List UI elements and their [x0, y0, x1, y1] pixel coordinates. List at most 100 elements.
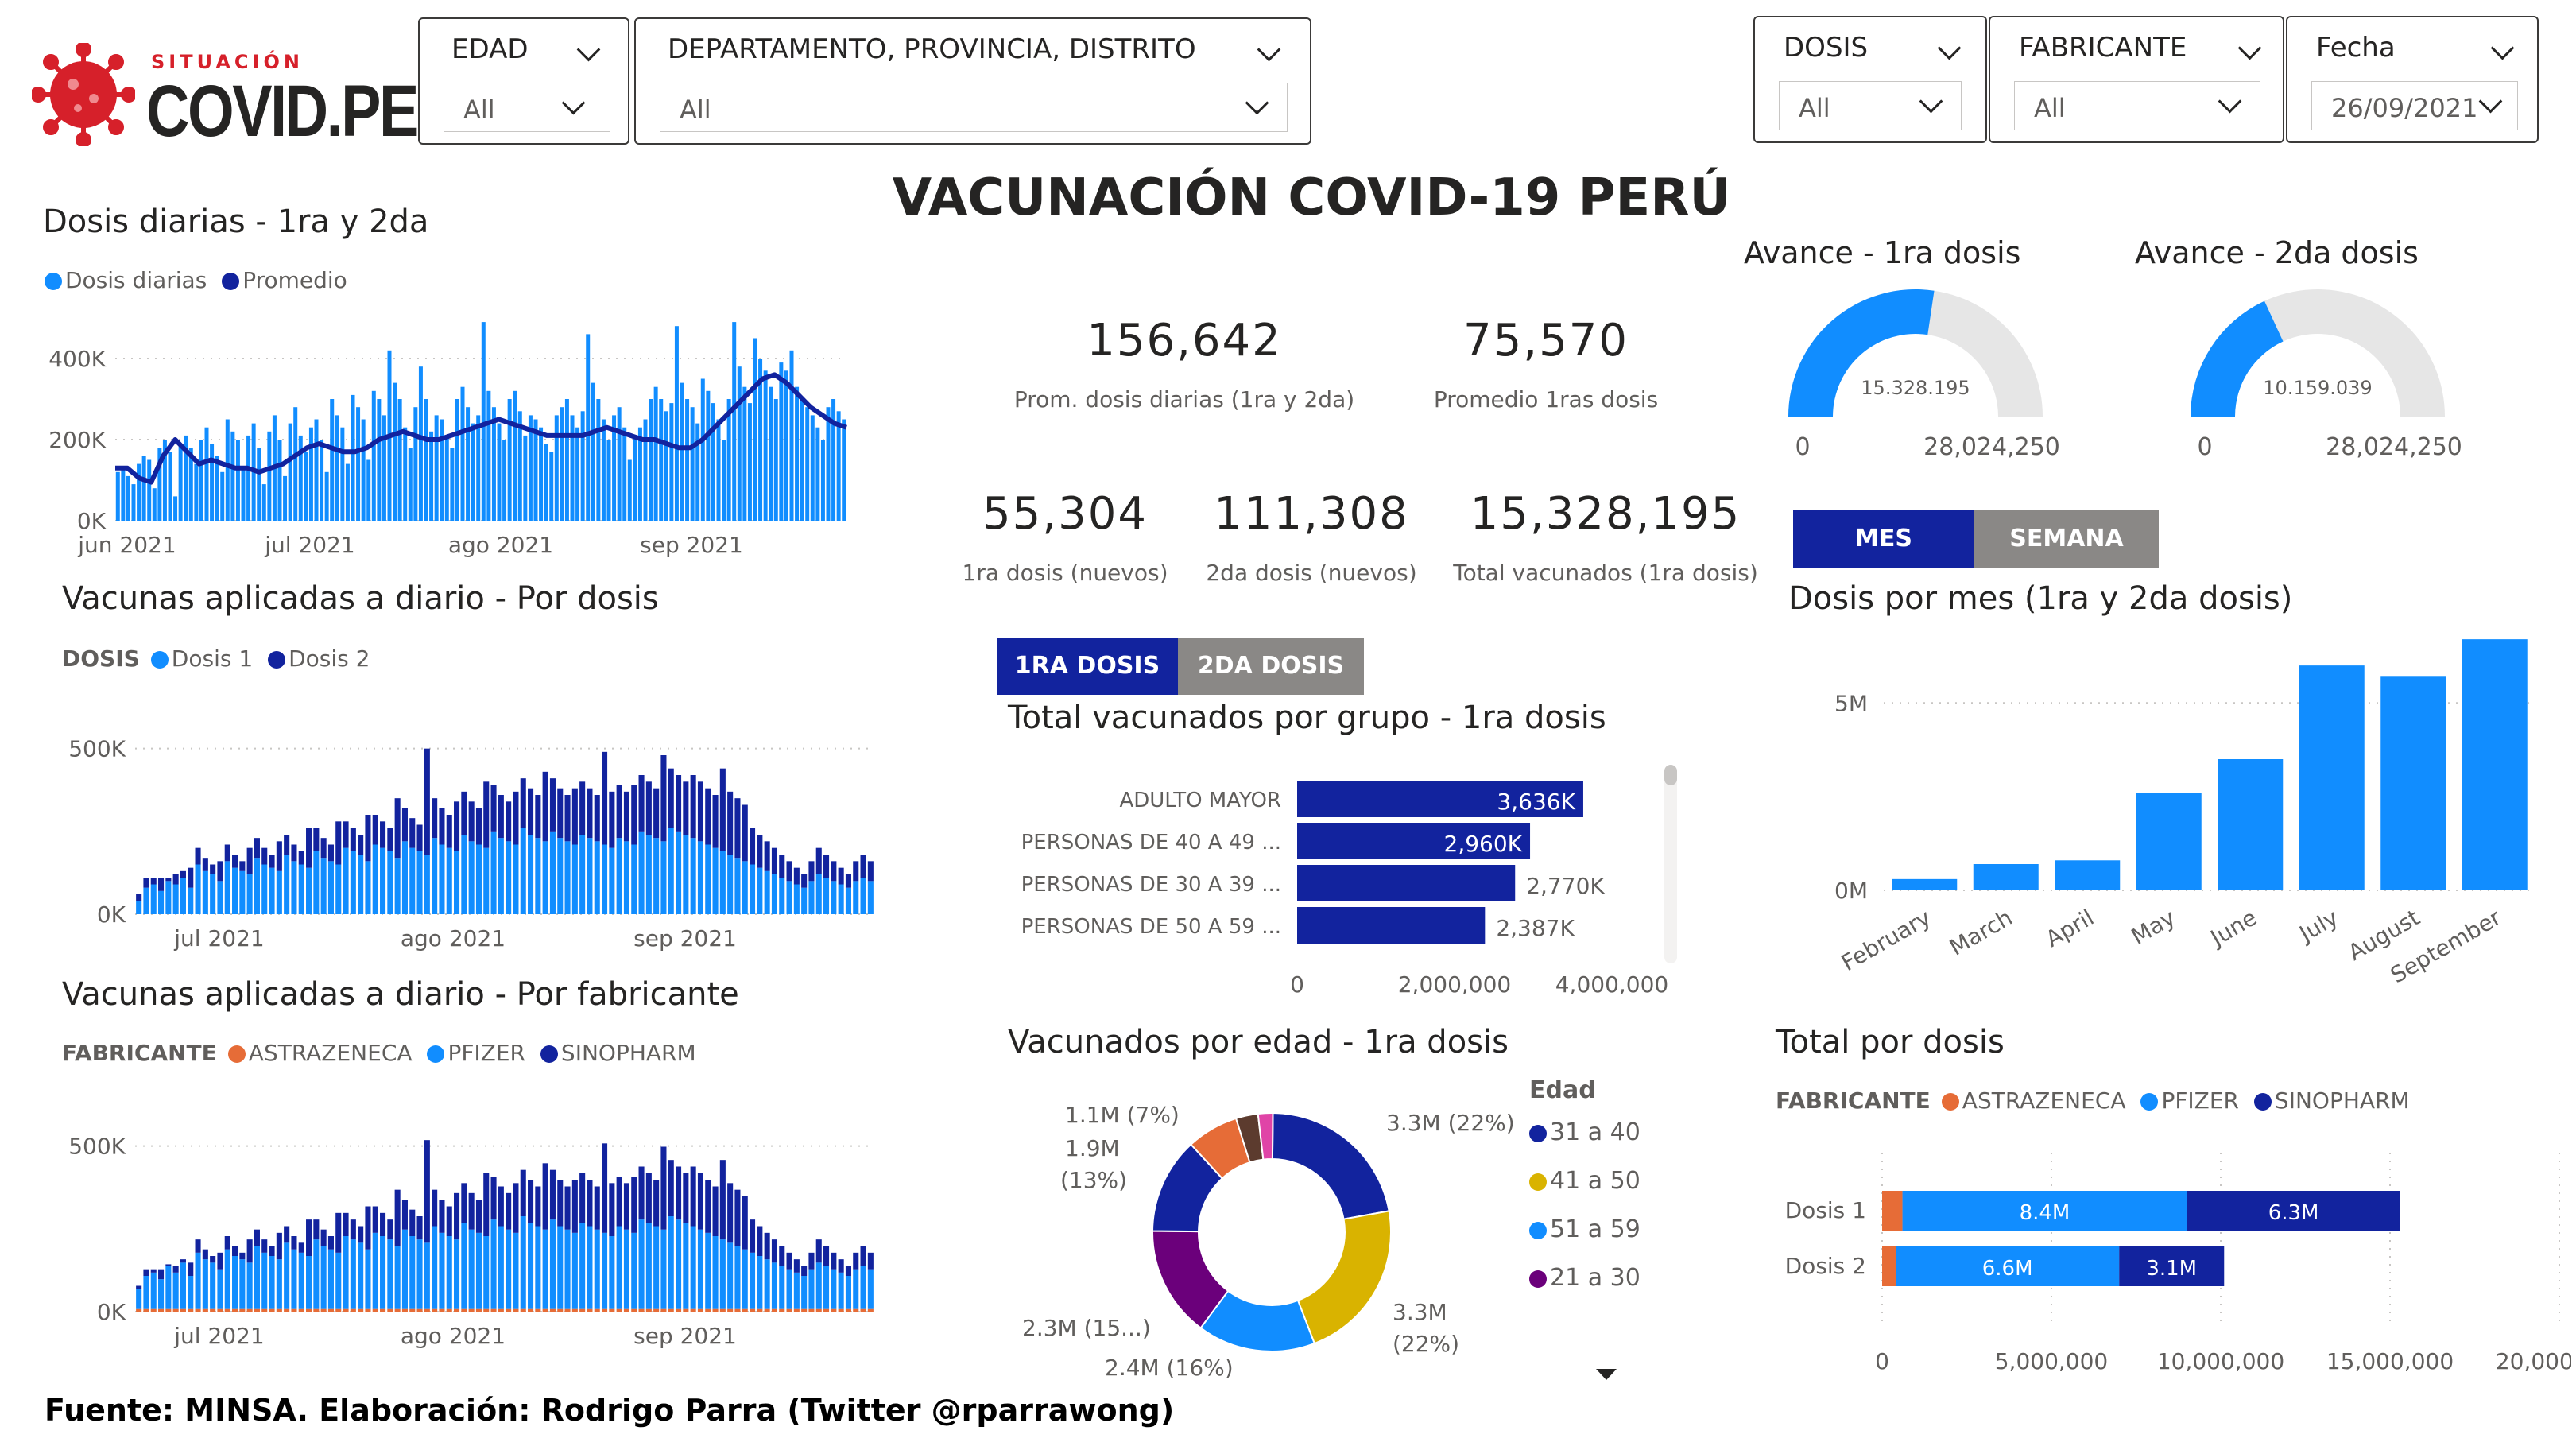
bar	[180, 870, 186, 878]
bar	[210, 1256, 216, 1263]
kpi-new-first-value: 55,304	[982, 488, 1148, 540]
bar	[602, 1232, 608, 1309]
bar	[168, 452, 172, 521]
legend-dot	[227, 1045, 246, 1063]
bar	[845, 1276, 851, 1309]
bar	[224, 844, 230, 862]
kpi-avg-first-value: 75,570	[1463, 315, 1629, 366]
bar	[564, 795, 571, 842]
bar	[490, 785, 497, 832]
bar	[246, 435, 251, 521]
bar	[705, 1308, 711, 1312]
legend-scroll-down-icon[interactable]	[1596, 1369, 1617, 1380]
legend-dot	[1529, 1173, 1547, 1191]
donut-label: (22%)	[1393, 1331, 1459, 1357]
dosis-slicer[interactable]: DOSIS All	[1753, 16, 1987, 143]
bar	[853, 1269, 859, 1309]
bar	[808, 861, 815, 882]
bar	[779, 855, 785, 878]
kpi-new-second-label: 2da dosis (nuevos)	[1206, 560, 1417, 586]
kpi-avg-first-label: Promedio 1ras dosis	[1433, 386, 1659, 413]
bar	[631, 1177, 637, 1233]
bar	[716, 419, 721, 521]
donut-slice	[1296, 1210, 1392, 1345]
bar	[742, 1308, 748, 1312]
bar	[750, 1308, 756, 1312]
bar	[719, 1239, 726, 1309]
x-tick-label: jun 2021	[77, 532, 176, 558]
bar	[645, 1223, 652, 1309]
bar	[660, 841, 667, 914]
bar	[409, 1308, 416, 1312]
bar	[350, 1308, 356, 1312]
fabricante-slicer[interactable]: FABRICANTE All	[1989, 16, 2284, 143]
bar	[335, 1212, 342, 1253]
bar	[549, 1169, 556, 1220]
scrollbar-thumb[interactable]	[1664, 765, 1677, 785]
bar	[719, 768, 726, 851]
bar	[506, 801, 512, 842]
chevron-down-icon[interactable]	[1257, 37, 1281, 62]
tab-2da-dosis[interactable]: 2DA DOSIS	[1178, 638, 1364, 695]
bar	[697, 1229, 703, 1309]
donut-label: 2.4M (16%)	[1105, 1355, 1234, 1381]
bar	[712, 1236, 719, 1309]
fecha-slicer[interactable]: Fecha 26/09/2021	[2286, 16, 2539, 143]
tab-semana[interactable]: SEMANA	[1974, 510, 2159, 568]
gauge-first-dose: 15.328.195 0 28,024,250	[1788, 289, 2059, 461]
bar	[668, 1216, 674, 1309]
chart-title-monthly: Dosis por mes (1ra y 2da dosis)	[1788, 580, 2293, 617]
chevron-down-icon[interactable]	[2490, 36, 2515, 60]
page-title: VACUNACIÓN COVID-19 PERÚ	[892, 169, 1731, 227]
bar	[815, 874, 822, 914]
bar	[365, 861, 371, 914]
bar	[327, 1308, 334, 1312]
bar	[257, 448, 261, 521]
bar	[165, 881, 172, 914]
location-dropdown[interactable]: All	[660, 83, 1288, 132]
bar	[513, 844, 519, 914]
data-label: 2,770K	[1526, 873, 1605, 899]
tab-mes[interactable]: MES	[1793, 510, 1974, 568]
fecha-value: 26/09/2021	[2331, 93, 2478, 123]
bar	[202, 858, 208, 871]
y-tick-label: 400K	[48, 346, 106, 372]
edad-slicer[interactable]: EDAD All	[418, 17, 629, 145]
legend-dot	[540, 1045, 558, 1063]
bar	[579, 781, 586, 835]
legend-label: 31 a 40	[1550, 1118, 1641, 1146]
data-label: 3,636K	[1497, 789, 1575, 815]
category-label: PERSONAS DE 30 A 39 ...	[1021, 873, 1281, 897]
legend-title: Edad	[1529, 1076, 1596, 1104]
bar	[261, 484, 266, 521]
bar	[579, 1173, 586, 1223]
bar	[365, 1249, 371, 1309]
fecha-dropdown[interactable]: 26/09/2021	[2311, 81, 2518, 130]
bar	[320, 1229, 327, 1246]
x-tick-label: 0	[1875, 1348, 1889, 1374]
bar	[587, 1308, 593, 1312]
bar	[481, 322, 486, 521]
bar	[564, 1308, 571, 1312]
bar	[719, 1160, 726, 1240]
bar	[668, 1160, 674, 1216]
bar	[764, 841, 770, 871]
dosis-dropdown[interactable]: All	[1779, 81, 1962, 130]
bar	[596, 399, 601, 521]
location-slicer[interactable]: DEPARTAMENTO, PROVINCIA, DISTRITO All	[634, 17, 1311, 145]
bar	[394, 1246, 401, 1309]
chevron-down-icon[interactable]	[576, 37, 601, 62]
fabricante-dropdown[interactable]: All	[2014, 81, 2260, 130]
bar	[845, 1266, 851, 1276]
tab-1ra-dosis[interactable]: 1RA DOSIS	[997, 638, 1178, 695]
bar	[712, 795, 719, 848]
bar	[535, 1226, 541, 1309]
bar	[517, 411, 522, 521]
edad-dropdown[interactable]: All	[444, 83, 610, 132]
chevron-down-icon[interactable]	[2237, 36, 2262, 60]
bar	[239, 1259, 246, 1309]
chevron-down-icon[interactable]	[1937, 36, 1962, 60]
bar	[631, 1232, 637, 1309]
scrollbar[interactable]	[1664, 765, 1677, 963]
